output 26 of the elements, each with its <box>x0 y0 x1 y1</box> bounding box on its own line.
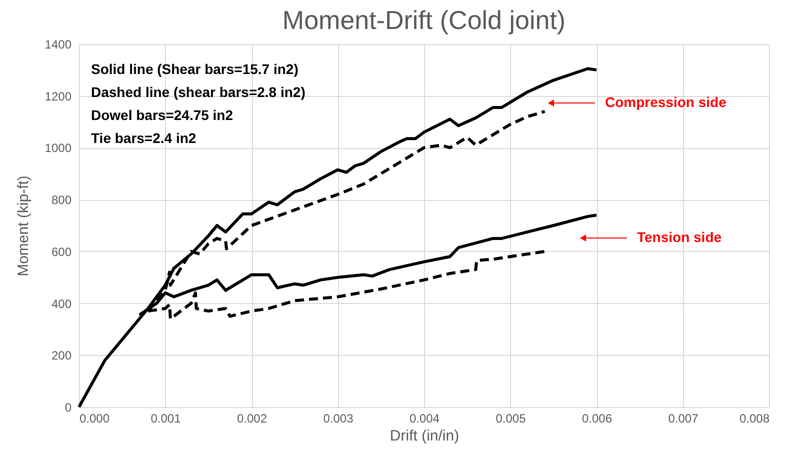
y-tick-label: 200 <box>51 348 72 363</box>
x-tick-label: 0.006 <box>582 412 612 426</box>
x-tick-label: 0.000 <box>80 412 110 426</box>
y-tick-label: 1000 <box>44 141 72 156</box>
x-tick-label: 0.001 <box>150 412 182 426</box>
annotation: Dashed line (shear bars=2.8 in2) <box>91 84 306 100</box>
y-tick-label: 0 <box>64 400 72 414</box>
chart-title: Moment-Drift (Cold joint) <box>282 5 566 35</box>
annotation: Tension side <box>637 229 722 245</box>
y-tick-label: 800 <box>51 193 72 208</box>
x-axis-title: Drift (in/in) <box>390 428 460 444</box>
annotation: Tie bars=2.4 in2 <box>91 130 196 146</box>
x-tick-label: 0.004 <box>409 412 440 426</box>
x-tick-label: 0.005 <box>496 412 526 426</box>
x-tick-label: 0.002 <box>236 412 268 426</box>
x-tick-label: 0.007 <box>668 412 699 426</box>
y-tick-label: 1200 <box>44 89 72 104</box>
y-axis-title: Moment (kip-ft) <box>14 176 32 276</box>
x-tick-label: 0.008 <box>739 412 770 426</box>
x-tick-label: 0.003 <box>323 412 354 426</box>
annotation: Solid line (Shear bars=15.7 in2) <box>91 61 298 77</box>
annotation: Compression side <box>605 94 727 110</box>
y-tick-label: 1400 <box>44 38 72 52</box>
y-tick-label: 600 <box>51 244 72 259</box>
y-tick-label: 400 <box>51 296 72 311</box>
annotation: Dowel bars=24.75 in2 <box>91 107 234 123</box>
